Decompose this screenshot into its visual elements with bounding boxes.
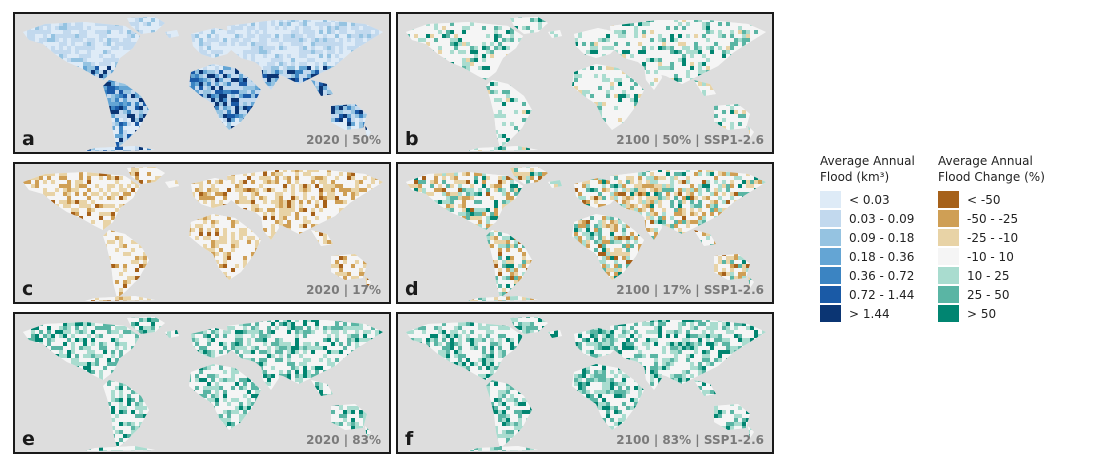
legend-label: > 1.44 xyxy=(849,306,890,321)
flood-raster xyxy=(23,167,383,301)
legend-swatch xyxy=(820,191,841,208)
legend-flood-item: > 1.44 xyxy=(820,304,915,323)
legend-label: 0.03 - 0.09 xyxy=(849,211,915,226)
panel-letter-c: c xyxy=(22,278,34,300)
legend-flood-item: 0.36 - 0.72 xyxy=(820,266,915,285)
legend-label: 0.36 - 0.72 xyxy=(849,268,915,283)
legend-swatch xyxy=(820,267,841,284)
panel-letter-d: d xyxy=(405,278,419,300)
legend-change: Average Annual Flood Change (%) < -50 -5… xyxy=(938,153,1045,323)
legend-label: -25 - -10 xyxy=(967,230,1019,245)
legend-label: 25 - 50 xyxy=(967,287,1010,302)
legend-change-item: 25 - 50 xyxy=(938,285,1045,304)
panel-letter-f: f xyxy=(405,428,414,450)
legend-flood-item: < 0.03 xyxy=(820,190,915,209)
world-map-a xyxy=(23,17,383,151)
panel-letter-b: b xyxy=(405,128,419,150)
map-panel-d: d 2100 | 17% | SSP1-2.6 xyxy=(396,162,774,304)
legend-change-title: Average Annual Flood Change (%) xyxy=(938,153,1045,185)
legend-label: < 0.03 xyxy=(849,192,890,207)
legend-change-title-line2: Flood Change (%) xyxy=(938,170,1045,184)
legend-swatch xyxy=(938,210,959,227)
legend-flood-title: Average Annual Flood (km³) xyxy=(820,153,915,185)
panel-letter-e: e xyxy=(22,428,35,450)
world-map-f xyxy=(406,317,766,451)
flood-raster xyxy=(23,17,383,151)
panel-caption-d: 2100 | 17% | SSP1-2.6 xyxy=(616,283,764,297)
flood-raster xyxy=(406,167,766,301)
legend-change-item: 10 - 25 xyxy=(938,266,1045,285)
legend-flood-item: 0.09 - 0.18 xyxy=(820,228,915,247)
legend-swatch xyxy=(938,267,959,284)
legend-flood-item: 0.72 - 1.44 xyxy=(820,285,915,304)
legend-flood-title-line2: Flood (km³) xyxy=(820,170,890,184)
legend-swatch xyxy=(820,229,841,246)
map-panel-f: f 2100 | 83% | SSP1-2.6 xyxy=(396,312,774,454)
legend-swatch xyxy=(820,210,841,227)
legend-label: 10 - 25 xyxy=(967,268,1010,283)
legend-label: 0.72 - 1.44 xyxy=(849,287,915,302)
world-map-e xyxy=(23,317,383,451)
legend-flood: Average Annual Flood (km³) < 0.03 0.03 -… xyxy=(820,153,915,323)
legend-label: -10 - 10 xyxy=(967,249,1014,264)
world-map-d xyxy=(406,167,766,301)
panel-caption-a: 2020 | 50% xyxy=(306,133,381,147)
flood-raster xyxy=(406,317,766,451)
map-panel-b: b 2100 | 50% | SSP1-2.6 xyxy=(396,12,774,154)
legend-swatch xyxy=(820,286,841,303)
map-panel-a: a 2020 | 50% xyxy=(13,12,391,154)
legend-label: 0.09 - 0.18 xyxy=(849,230,915,245)
legend-swatch xyxy=(938,286,959,303)
panel-letter-a: a xyxy=(22,128,35,150)
legend-change-item: -50 - -25 xyxy=(938,209,1045,228)
legend-label: -50 - -25 xyxy=(967,211,1019,226)
panel-caption-f: 2100 | 83% | SSP1-2.6 xyxy=(616,433,764,447)
panel-caption-b: 2100 | 50% | SSP1-2.6 xyxy=(616,133,764,147)
flood-raster xyxy=(23,317,383,451)
legend-swatch xyxy=(820,305,841,322)
legend-label: 0.18 - 0.36 xyxy=(849,249,915,264)
map-panel-e: e 2020 | 83% xyxy=(13,312,391,454)
legend-change-item: -10 - 10 xyxy=(938,247,1045,266)
legend-change-item: < -50 xyxy=(938,190,1045,209)
flood-raster xyxy=(406,17,766,151)
world-map-b xyxy=(406,17,766,151)
world-map-c xyxy=(23,167,383,301)
legend-swatch xyxy=(938,191,959,208)
map-panel-c: c 2020 | 17% xyxy=(13,162,391,304)
legend-flood-item: 0.18 - 0.36 xyxy=(820,247,915,266)
panel-caption-c: 2020 | 17% xyxy=(306,283,381,297)
legend-label: > 50 xyxy=(967,306,997,321)
legend-swatch xyxy=(938,305,959,322)
legend-change-item: > 50 xyxy=(938,304,1045,323)
legend-swatch xyxy=(938,229,959,246)
panel-caption-e: 2020 | 83% xyxy=(306,433,381,447)
legend-flood-item: 0.03 - 0.09 xyxy=(820,209,915,228)
legend-label: < -50 xyxy=(967,192,1001,207)
legend-swatch xyxy=(820,248,841,265)
legend-change-item: -25 - -10 xyxy=(938,228,1045,247)
legend-swatch xyxy=(938,248,959,265)
legend-change-title-line1: Average Annual xyxy=(938,154,1033,168)
legend-flood-title-line1: Average Annual xyxy=(820,154,915,168)
